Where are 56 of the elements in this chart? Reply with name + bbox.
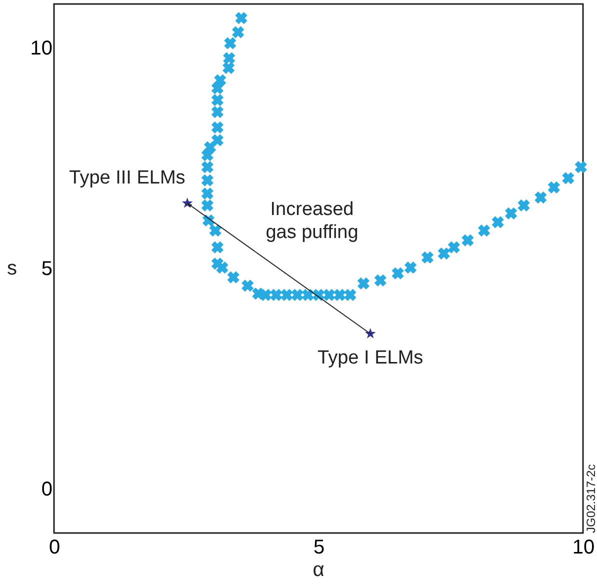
point [222, 62, 235, 74]
point [518, 199, 530, 212]
point [562, 172, 574, 184]
point [462, 234, 474, 246]
point [232, 26, 244, 38]
point [334, 288, 346, 302]
point [280, 288, 293, 302]
point [492, 216, 504, 228]
x-axis-title: α [312, 559, 324, 581]
point [421, 251, 434, 264]
annotation: Increased gas puffing [266, 199, 358, 243]
point [211, 241, 224, 254]
point [260, 288, 272, 302]
point [201, 161, 214, 174]
point [323, 288, 336, 302]
point [574, 161, 587, 174]
text: JG02.317-2c [584, 464, 597, 533]
y-tick-label: 0 [41, 478, 52, 500]
point [374, 274, 386, 286]
annotation: Type I ELMs [318, 348, 424, 369]
point [211, 106, 224, 118]
point [211, 121, 224, 134]
point [548, 181, 560, 194]
point [201, 199, 214, 212]
point [438, 247, 450, 260]
point [404, 262, 417, 274]
point [201, 187, 214, 200]
point [291, 288, 304, 302]
point [302, 288, 314, 302]
point [344, 288, 356, 302]
point [478, 224, 490, 237]
point [504, 207, 518, 220]
x-tick-label: 10 [572, 536, 595, 558]
point [242, 280, 254, 292]
point [270, 288, 282, 302]
y-tick-label: 10 [30, 38, 52, 60]
point [211, 134, 224, 146]
point [223, 52, 236, 64]
point [448, 241, 460, 254]
point [235, 12, 248, 24]
point [392, 267, 404, 280]
point [216, 262, 228, 274]
y-tick-label: 5 [41, 258, 52, 280]
point [224, 37, 236, 50]
point [209, 224, 222, 237]
annotation: Type III ELMs [69, 167, 186, 188]
x-tick-label: 5 [313, 536, 325, 558]
point [211, 82, 224, 94]
point [201, 149, 214, 162]
point [201, 174, 214, 186]
point [364, 328, 376, 338]
y-axis-title: s [7, 258, 17, 280]
point [534, 191, 547, 204]
point [227, 271, 240, 284]
point [357, 277, 370, 290]
point [211, 94, 224, 106]
